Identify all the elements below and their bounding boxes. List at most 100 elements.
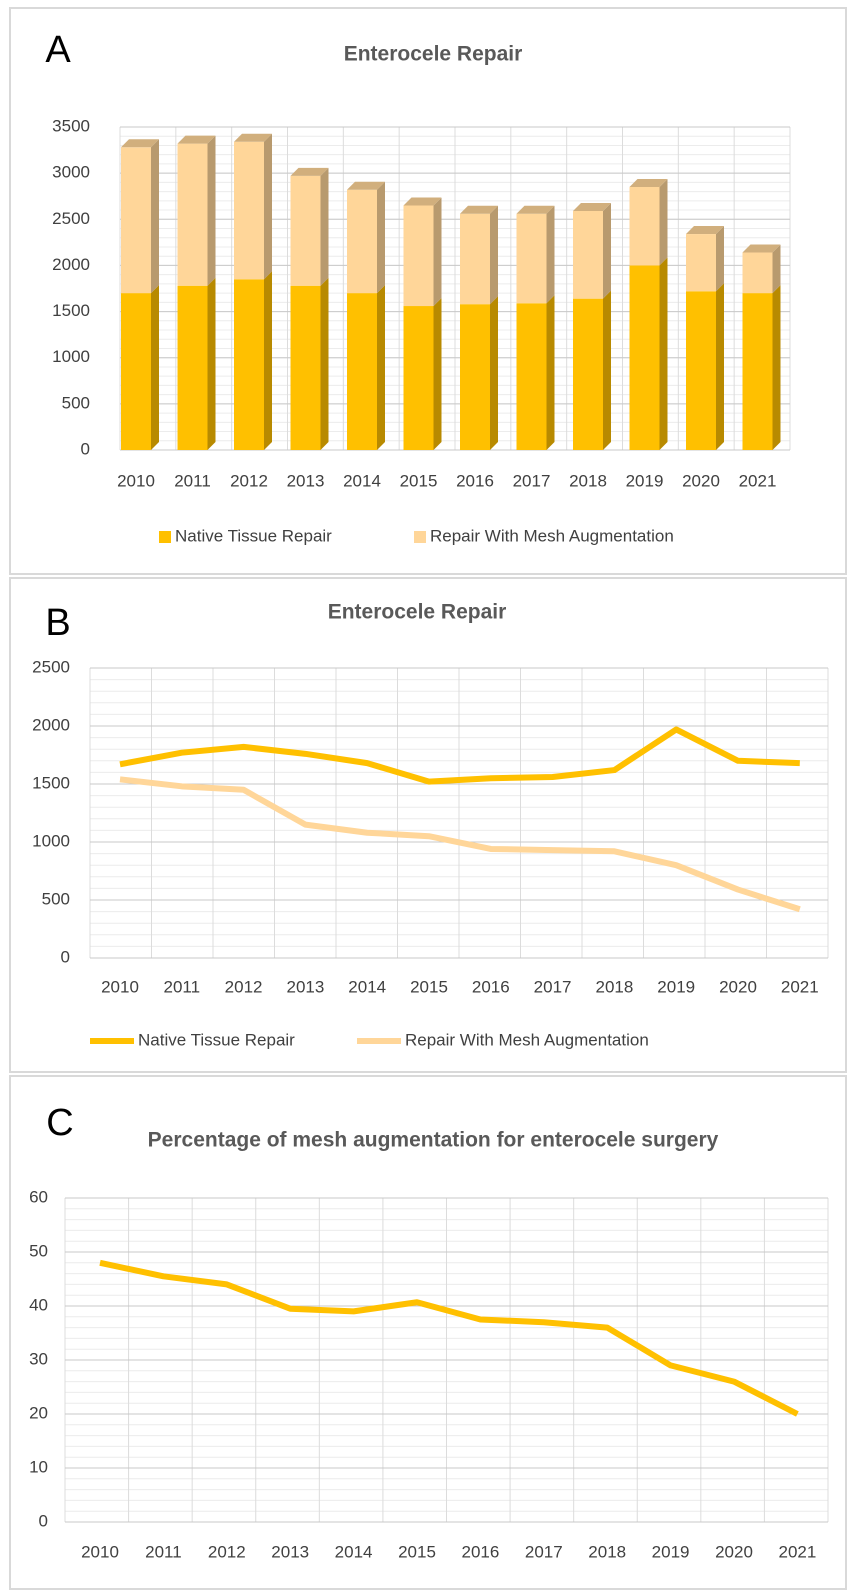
x-tick-label: 2014 xyxy=(348,977,386,996)
y-tick-label: 1500 xyxy=(32,773,70,792)
x-tick-label: 2016 xyxy=(461,1542,499,1561)
x-tick-label: 2015 xyxy=(398,1542,436,1561)
bar-side xyxy=(546,205,555,304)
bar-side xyxy=(377,181,385,294)
x-tick-label: 2012 xyxy=(208,1542,246,1561)
x-tick-label: 2017 xyxy=(513,471,551,490)
bar xyxy=(347,189,377,294)
y-tick-label: 0 xyxy=(39,1511,48,1530)
x-tick-label: 2018 xyxy=(569,471,607,490)
y-tick-label: 50 xyxy=(29,1241,48,1260)
bar-side xyxy=(490,205,498,305)
line-series xyxy=(119,776,801,913)
chart-title: Enterocele Repair xyxy=(344,43,523,66)
x-tick-label: 2021 xyxy=(739,471,777,490)
legend-label: Repair With Mesh Augmentation xyxy=(405,1030,649,1049)
y-tick-label: 2500 xyxy=(52,209,90,228)
x-tick-label: 2019 xyxy=(657,977,695,996)
bar-side xyxy=(433,298,442,450)
bar xyxy=(742,252,773,294)
bar-top xyxy=(629,178,668,187)
bar-side xyxy=(716,226,724,292)
bar-side xyxy=(603,290,611,450)
bar xyxy=(629,186,660,266)
bar-side xyxy=(659,178,668,266)
y-tick-label: 3000 xyxy=(52,163,90,182)
legend-label: Repair With Mesh Augmentation xyxy=(430,526,674,545)
x-tick-label: 2019 xyxy=(626,471,664,490)
x-tick-label: 2017 xyxy=(525,1542,563,1561)
bar-side xyxy=(772,244,781,294)
x-tick-label: 2013 xyxy=(271,1542,309,1561)
bar-side xyxy=(320,167,329,286)
legend-swatch xyxy=(159,531,171,543)
x-tick-label: 2020 xyxy=(719,977,757,996)
chart-title: Enterocele Repair xyxy=(328,601,507,624)
bar-side xyxy=(772,285,781,450)
x-tick-label: 2010 xyxy=(81,1542,119,1561)
x-tick-label: 2011 xyxy=(174,471,211,490)
bar xyxy=(686,291,716,450)
panel-label: B xyxy=(45,602,70,644)
bar xyxy=(121,293,151,450)
bar-side xyxy=(603,202,611,299)
bar-top xyxy=(686,226,724,235)
bar xyxy=(177,143,208,286)
y-tick-label: 0 xyxy=(81,439,90,458)
bar xyxy=(177,285,208,450)
bar-top xyxy=(290,167,329,176)
bar xyxy=(629,265,660,450)
y-tick-label: 60 xyxy=(29,1187,48,1206)
x-tick-label: 2020 xyxy=(715,1542,753,1561)
y-tick-label: 1000 xyxy=(52,347,90,366)
bar xyxy=(234,279,264,450)
bar-top xyxy=(177,135,216,144)
bar-top xyxy=(742,244,781,253)
bar-side xyxy=(659,257,668,450)
bar xyxy=(121,147,151,294)
y-tick-label: 1000 xyxy=(32,831,70,850)
y-tick-label: 2000 xyxy=(32,715,70,734)
y-tick-label: 500 xyxy=(62,393,90,412)
bar-side xyxy=(151,139,159,294)
bar xyxy=(290,285,321,450)
x-tick-label: 2014 xyxy=(343,471,381,490)
x-tick-label: 2010 xyxy=(117,471,155,490)
panel-frame xyxy=(9,1075,847,1590)
x-tick-label: 2012 xyxy=(230,471,268,490)
y-tick-label: 3500 xyxy=(52,116,90,135)
x-tick-label: 2012 xyxy=(225,977,263,996)
x-tick-label: 2021 xyxy=(778,1542,816,1561)
bar-top xyxy=(347,181,385,190)
bar xyxy=(460,213,490,305)
bar-side xyxy=(546,295,555,450)
x-tick-label: 2010 xyxy=(101,977,139,996)
y-tick-label: 10 xyxy=(29,1457,48,1476)
bar-side xyxy=(207,277,216,450)
bar-top xyxy=(460,205,498,214)
bar xyxy=(516,303,547,450)
bar-top xyxy=(234,133,272,142)
bar-side xyxy=(207,135,216,286)
bar xyxy=(573,210,603,299)
x-tick-label: 2019 xyxy=(652,1542,690,1561)
y-tick-label: 40 xyxy=(29,1295,48,1314)
x-tick-label: 2016 xyxy=(456,471,494,490)
y-tick-label: 1500 xyxy=(52,301,90,320)
line-series xyxy=(119,726,800,785)
x-tick-label: 2017 xyxy=(534,977,572,996)
x-tick-label: 2021 xyxy=(781,977,819,996)
bar xyxy=(234,141,264,280)
legend-swatch xyxy=(414,531,426,543)
bar-side xyxy=(320,277,329,450)
bar xyxy=(742,293,773,450)
bar xyxy=(516,213,547,304)
y-tick-label: 2500 xyxy=(32,657,70,676)
y-tick-label: 500 xyxy=(42,889,70,908)
panel-label: A xyxy=(45,29,71,71)
bar xyxy=(573,298,603,450)
bar-side xyxy=(377,285,385,450)
y-tick-label: 2000 xyxy=(52,255,90,274)
chart-title: Percentage of mesh augmentation for ente… xyxy=(148,1129,719,1152)
